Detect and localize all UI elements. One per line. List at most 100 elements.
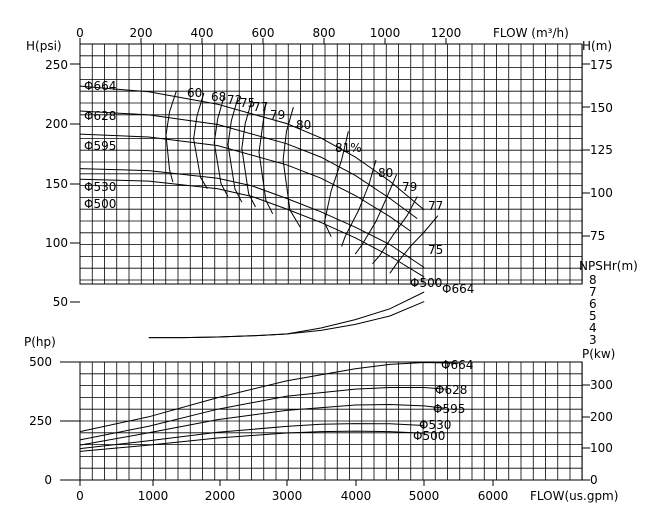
- power-kw-axis: P(kw) 300 200 100 0: [582, 347, 615, 487]
- head-grid: [79, 43, 583, 284]
- efficiency-label: 79: [270, 108, 285, 122]
- flow-usgpm-tick-label: 6000: [478, 489, 509, 503]
- npshr-curve: [148, 301, 425, 339]
- power-kw-tick-label: 300: [590, 378, 613, 392]
- flow-m3h-tick-label: 0: [76, 26, 84, 40]
- flow-usgpm-tick-label: 4000: [341, 489, 372, 503]
- head-psi-tick-label: 50: [53, 295, 68, 309]
- flow-usgpm-tick-label: 2000: [205, 489, 236, 503]
- head-m-tick-label: 125: [590, 143, 613, 157]
- head-curve-label-595: Φ595: [84, 139, 116, 153]
- efficiency-label: 81%: [335, 141, 362, 155]
- power-curve-labels: Φ664 Φ628 Φ595 Φ530 Φ500: [413, 358, 473, 443]
- power-curve: [79, 387, 445, 441]
- power-curve: [79, 423, 425, 450]
- efficiency-curve: [213, 94, 229, 197]
- head-curve: [79, 168, 425, 268]
- power-curve-label-530: Φ530: [419, 418, 451, 432]
- npshr-axis-label: NPSHr(m): [579, 259, 638, 273]
- head-curves: [79, 85, 425, 278]
- power-curve-label-500: Φ500: [413, 429, 445, 443]
- efficiency-curve: [282, 107, 301, 228]
- head-m-tick-label: 75: [590, 229, 605, 243]
- flow-m3h-axis: 0 200 400 600 800 1000 1200 FLOW (m³/h): [76, 26, 569, 40]
- npshr-tick-label: 3: [589, 333, 597, 347]
- npshr-tick-label: 6: [589, 297, 597, 311]
- efficiency-curve: [241, 99, 256, 208]
- head-psi-tick-label: 200: [45, 117, 68, 131]
- head-m-tick-label: 175: [590, 58, 613, 72]
- flow-m3h-axis-label: FLOW (m³/h): [493, 26, 569, 40]
- efficiency-curve: [258, 102, 274, 215]
- npshr-label-500: Φ500: [410, 276, 442, 290]
- efficiency-label: 75: [240, 96, 255, 110]
- power-curve-label-664: Φ664: [441, 358, 473, 372]
- power-curve: [79, 361, 459, 433]
- power-grid: [79, 361, 583, 481]
- npshr-label-664: Φ664: [442, 282, 474, 296]
- head-psi-tick-label: 250: [45, 58, 68, 72]
- head-curve: [79, 133, 411, 232]
- head-curve: [79, 178, 425, 278]
- power-curves: [79, 361, 459, 452]
- power-kw-tick-label: 200: [590, 410, 613, 424]
- efficiency-label: 77: [253, 100, 268, 114]
- head-curve-label-664: Φ664: [84, 79, 116, 93]
- axis-ticks: [60, 38, 590, 486]
- efficiency-curve: [193, 92, 208, 190]
- efficiency-label: 79: [402, 180, 417, 194]
- head-m-tick-label: 100: [590, 186, 613, 200]
- head-curve: [79, 110, 418, 220]
- power-curve-label-628: Φ628: [435, 383, 467, 397]
- efficiency-curve: [165, 90, 177, 183]
- head-curve-label-530: Φ530: [84, 180, 116, 194]
- npshr-curve: [148, 291, 425, 339]
- flow-m3h-tick-label: 800: [313, 26, 336, 40]
- flow-m3h-tick-label: 400: [191, 26, 214, 40]
- head-curve-label-500: Φ500: [84, 197, 116, 211]
- head-curve: [79, 85, 425, 211]
- head-psi-tick-label: 100: [45, 236, 68, 250]
- npshr-labels: Φ500 Φ664: [410, 276, 474, 296]
- efficiency-label: 80: [296, 118, 311, 132]
- power-kw-tick-label: 0: [590, 473, 598, 487]
- flow-usgpm-tick-label: 5000: [409, 489, 440, 503]
- npshr-tick-label: 7: [589, 285, 597, 299]
- npshr-tick-label: 4: [589, 321, 597, 335]
- npshr-tick-label: 5: [589, 309, 597, 323]
- head-psi-axis: H(psi) 250 200 150 100 50: [26, 39, 68, 309]
- flow-usgpm-axis: 0 1000 2000 3000 4000 5000 6000 FLOW(us.…: [76, 489, 618, 503]
- efficiency-curve: [227, 96, 243, 203]
- efficiency-labels: 60 68 72 75 77 79 80 81% 80 79 77 75: [187, 86, 443, 257]
- efficiency-curve: [372, 196, 418, 265]
- head-plot-frame: [79, 43, 583, 285]
- power-curve: [79, 403, 445, 446]
- head-m-tick-label: 150: [590, 101, 613, 115]
- flow-m3h-tick-label: 200: [130, 26, 153, 40]
- flow-usgpm-tick-label: 3000: [272, 489, 303, 503]
- efficiency-label: 60: [187, 86, 202, 100]
- flow-m3h-tick-label: 1200: [431, 26, 462, 40]
- flow-m3h-tick-label: 1000: [370, 26, 401, 40]
- power-hp-tick-label: 250: [29, 414, 52, 428]
- head-psi-tick-label: 150: [45, 177, 68, 191]
- head-curve-labels: Φ664 Φ628 Φ595 Φ530 Φ500: [84, 79, 116, 211]
- power-curve-label-595: Φ595: [433, 402, 465, 416]
- efficiency-curve: [323, 131, 349, 238]
- efficiency-curve: [354, 174, 398, 255]
- head-m-axis-label: H(m): [582, 39, 612, 53]
- flow-usgpm-axis-label: FLOW(us.gpm): [530, 489, 618, 503]
- flow-usgpm-tick-label: 1000: [138, 489, 169, 503]
- head-psi-axis-label: H(psi): [26, 39, 62, 53]
- flow-m3h-tick-label: 600: [252, 26, 275, 40]
- efficiency-label: 77: [428, 199, 443, 213]
- power-kw-tick-label: 100: [590, 441, 613, 455]
- efficiency-label: 72: [227, 93, 242, 107]
- npshr-axis: NPSHr(m) 8 7 6 5 4 3: [579, 259, 638, 347]
- efficiency-label: 80: [378, 166, 393, 180]
- efficiency-curve: [389, 215, 439, 274]
- power-curve: [79, 430, 425, 452]
- power-kw-axis-label: P(kw): [582, 347, 615, 361]
- efficiency-label: 75: [428, 243, 443, 257]
